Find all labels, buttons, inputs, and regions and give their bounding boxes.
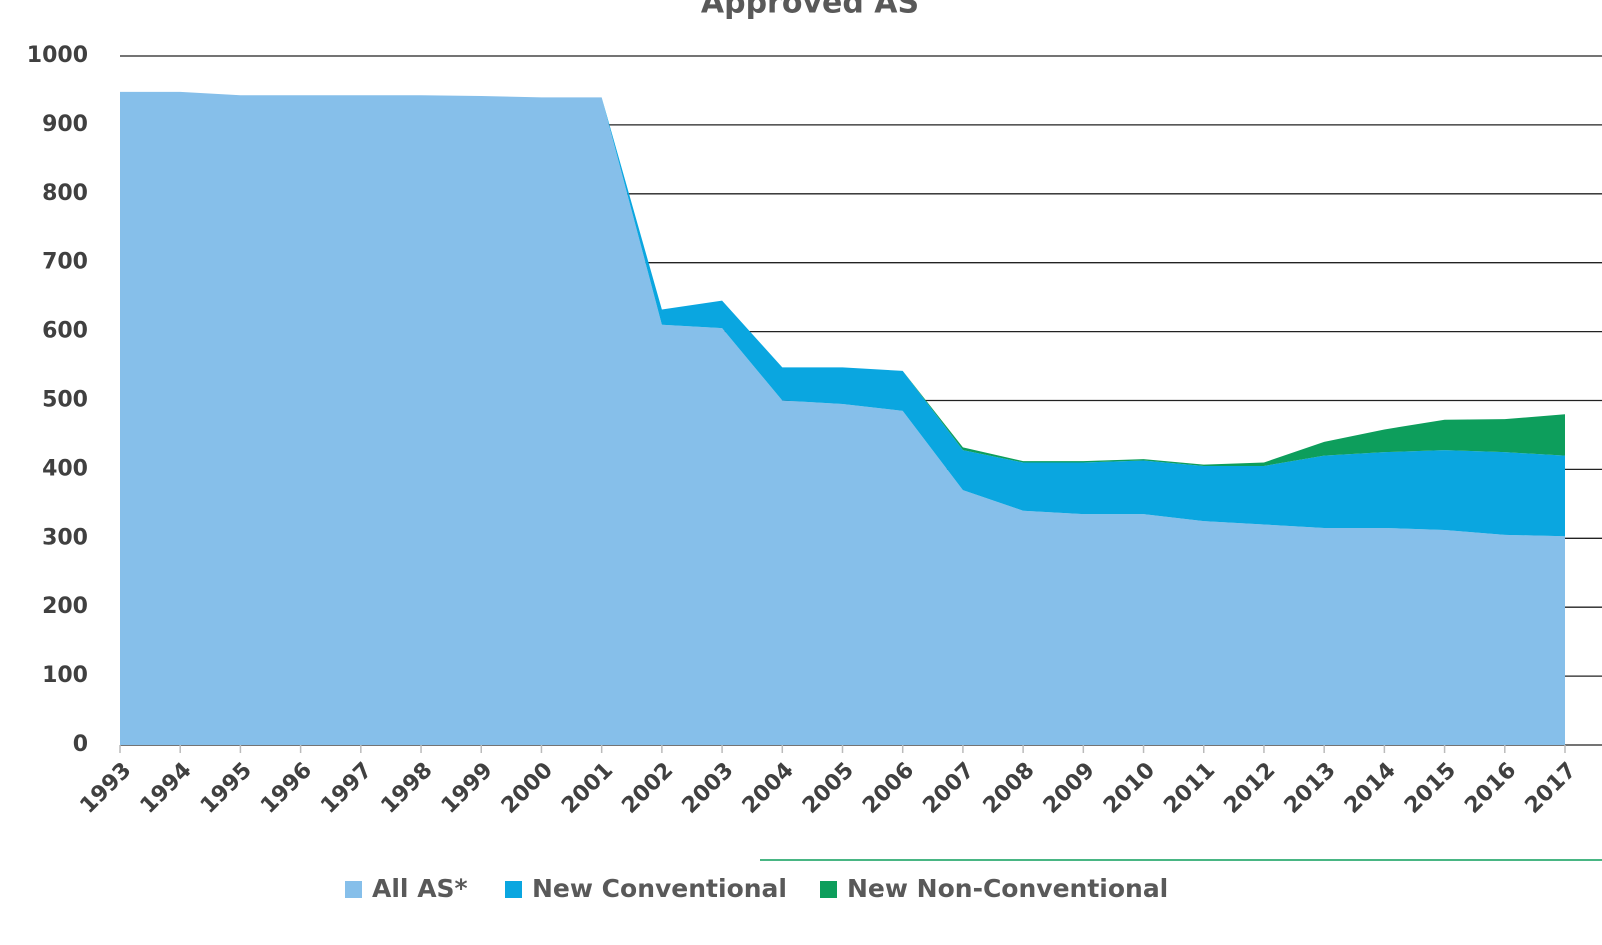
x-tick-label: 2011 (1159, 758, 1220, 819)
x-tick-label: 2017 (1521, 758, 1582, 819)
x-tick-label: 2015 (1400, 758, 1461, 819)
legend: All AS* New Conventional New Non-Conventio… (345, 874, 1168, 903)
x-tick-label: 1999 (437, 758, 498, 819)
y-tick-label: 0 (73, 732, 88, 757)
legend-label: New Conventional (532, 874, 787, 903)
y-tick-label: 500 (42, 388, 88, 413)
x-tick-label: 2004 (738, 758, 799, 819)
x-tick-label: 2009 (1039, 758, 1100, 819)
chart-title: Approved AS (701, 0, 919, 21)
x-tick-label: 2007 (918, 758, 979, 819)
x-tick-label: 1994 (136, 758, 197, 819)
x-tick-label: 1997 (316, 758, 377, 819)
y-tick-label: 700 (42, 250, 88, 275)
y-tick-label: 1000 (27, 43, 88, 68)
legend-swatch (820, 881, 837, 898)
y-tick-label: 300 (42, 525, 88, 550)
x-tick-label: 1996 (256, 758, 317, 819)
y-tick-label: 400 (42, 456, 88, 481)
x-tick-label: 2003 (678, 758, 739, 819)
legend-swatch (345, 881, 362, 898)
x-tick-label: 2010 (1099, 758, 1160, 819)
area (120, 91, 1565, 466)
x-tick-label: 2006 (858, 758, 919, 819)
x-tick-label: 2008 (979, 758, 1040, 819)
x-tick-label: 2002 (617, 758, 678, 819)
area (120, 91, 1565, 537)
x-tick-label: 2001 (557, 758, 618, 819)
y-tick-label: 100 (42, 663, 88, 688)
x-tick-label: 2012 (1219, 758, 1280, 819)
area (120, 91, 1565, 745)
legend-swatch (505, 881, 522, 898)
legend-label: New Non-Conventional (847, 874, 1168, 903)
x-tick-label: 1993 (76, 758, 137, 819)
x-tick-label: 2005 (798, 758, 859, 819)
y-tick-label: 900 (42, 112, 88, 137)
x-tick-label: 2016 (1460, 758, 1521, 819)
y-tick-label: 600 (42, 319, 88, 344)
x-tick-label: 1998 (377, 758, 438, 819)
x-tick-label: 1995 (196, 758, 257, 819)
y-tick-label: 200 (42, 594, 88, 619)
legend-label: All AS* (372, 874, 468, 903)
x-tick-label: 2000 (497, 758, 558, 819)
areas (120, 91, 1565, 745)
y-tick-label: 800 (42, 181, 88, 206)
x-tick-label: 2013 (1280, 758, 1341, 819)
x-tick-label: 2014 (1340, 758, 1401, 819)
